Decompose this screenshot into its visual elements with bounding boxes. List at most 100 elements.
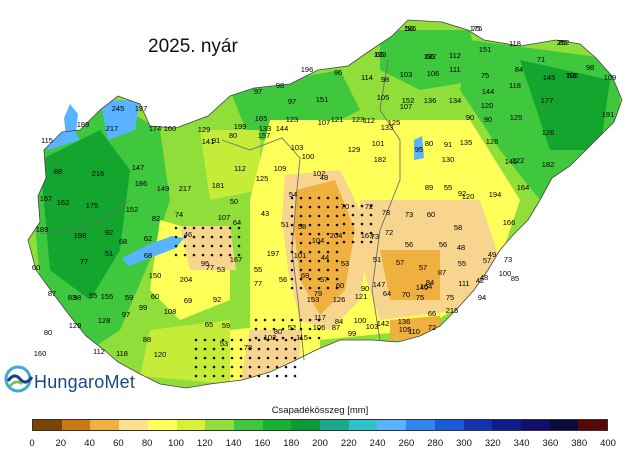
station-value: 60 (32, 263, 40, 272)
river-danube (221, 137, 305, 361)
dry-dot (335, 196, 339, 200)
station-value: 57 (320, 275, 328, 284)
station-value: 60 (336, 281, 344, 290)
dry-dot (212, 347, 216, 351)
station-value: 122 (512, 156, 525, 165)
station-value: 69 (184, 296, 192, 305)
station-value: 80 (44, 328, 52, 337)
dry-dot (275, 338, 279, 342)
dry-dot (183, 235, 187, 239)
dry-dot (248, 365, 252, 369)
station-value: 103 (400, 70, 413, 79)
dry-dot (369, 204, 373, 208)
dry-dot (174, 226, 178, 230)
dry-dot (254, 327, 258, 331)
station-value: 118 (509, 39, 521, 48)
station-value: 42 (476, 276, 484, 285)
dry-dot (219, 253, 223, 257)
dry-dot (326, 286, 330, 290)
dry-dot (263, 327, 267, 331)
station-value: 57 (483, 256, 491, 265)
dry-dot (317, 223, 321, 227)
dry-dot (237, 235, 241, 239)
station-value: 136 (424, 96, 437, 105)
dry-dot (335, 205, 339, 209)
station-value: 108 (164, 307, 177, 316)
station-value: 53 (568, 71, 576, 80)
dry-dot (228, 235, 232, 239)
dry-dot (290, 250, 294, 254)
dry-dot (335, 277, 339, 281)
dry-dot (326, 205, 330, 209)
dry-dot (210, 226, 214, 230)
dry-dot (299, 241, 303, 245)
dry-dot (275, 347, 279, 351)
station-value: 181 (212, 181, 225, 190)
station-value: 100 (499, 269, 512, 278)
dry-dot (212, 338, 216, 342)
station-value: 186 (404, 24, 417, 33)
station-value: 100 (302, 152, 315, 161)
station-value: 52 (288, 323, 296, 332)
station-value: 130 (442, 155, 455, 164)
dry-dot (308, 286, 312, 290)
station-value: 57 (396, 258, 404, 267)
station-value: 150 (149, 271, 162, 280)
legend-swatch (291, 420, 321, 430)
station-value: 77 (206, 263, 214, 272)
station-value: 115 (296, 333, 308, 342)
dry-dot (290, 259, 294, 263)
station-value: 204 (330, 231, 343, 240)
station-value: 53 (217, 265, 225, 274)
station-value: 98 (73, 293, 81, 302)
dry-dot (351, 213, 355, 217)
station-value: 102 (264, 333, 277, 342)
station-value: 75 (481, 71, 489, 80)
dry-dot (369, 213, 373, 217)
field-northeast-darkgreen (520, 60, 610, 150)
dry-dot (257, 338, 261, 342)
station-value: 152 (126, 205, 139, 214)
dry-dot (248, 347, 252, 351)
dry-dot (228, 226, 232, 230)
legend-tick-label: 380 (571, 438, 588, 449)
station-value: 90 (484, 115, 492, 124)
station-value: 53 (220, 339, 228, 348)
station-value: 102 (313, 169, 326, 178)
dry-dot (221, 347, 225, 351)
dry-dot (290, 336, 294, 340)
dry-dot (342, 213, 346, 217)
station-value: 142 (377, 319, 390, 328)
dry-dot (299, 318, 303, 322)
station-value: 152 (402, 96, 415, 105)
station-value: 191 (602, 110, 615, 119)
station-value: 51 (105, 249, 113, 258)
dry-dot (212, 365, 216, 369)
dry-dot (257, 365, 261, 369)
station-value: 140 (416, 283, 429, 292)
station-value: 121 (331, 115, 344, 124)
field-center-lightgreen (200, 130, 260, 200)
dry-dot (290, 214, 294, 218)
dry-dot (194, 365, 198, 369)
station-value: 112 (449, 51, 461, 60)
legend-swatch (262, 420, 292, 430)
station-value: 92 (105, 228, 113, 237)
station-value: 105 (399, 325, 412, 334)
dry-dot (317, 214, 321, 218)
station-value: 118 (509, 81, 521, 90)
legend-tick-label: 20 (55, 438, 67, 449)
station-value: 96 (334, 68, 342, 77)
legend-swatch (176, 420, 206, 430)
dry-dot (230, 356, 234, 360)
dry-dot (239, 356, 243, 360)
dry-dot (219, 226, 223, 230)
station-value: 55 (89, 291, 97, 300)
station-value: 95 (415, 145, 423, 154)
station-value: 103 (291, 143, 304, 152)
station-value: 56 (279, 275, 287, 284)
dry-dot (308, 336, 312, 340)
legend-swatch (119, 420, 148, 430)
station-value: 121 (355, 292, 368, 301)
dry-dot (326, 250, 330, 254)
